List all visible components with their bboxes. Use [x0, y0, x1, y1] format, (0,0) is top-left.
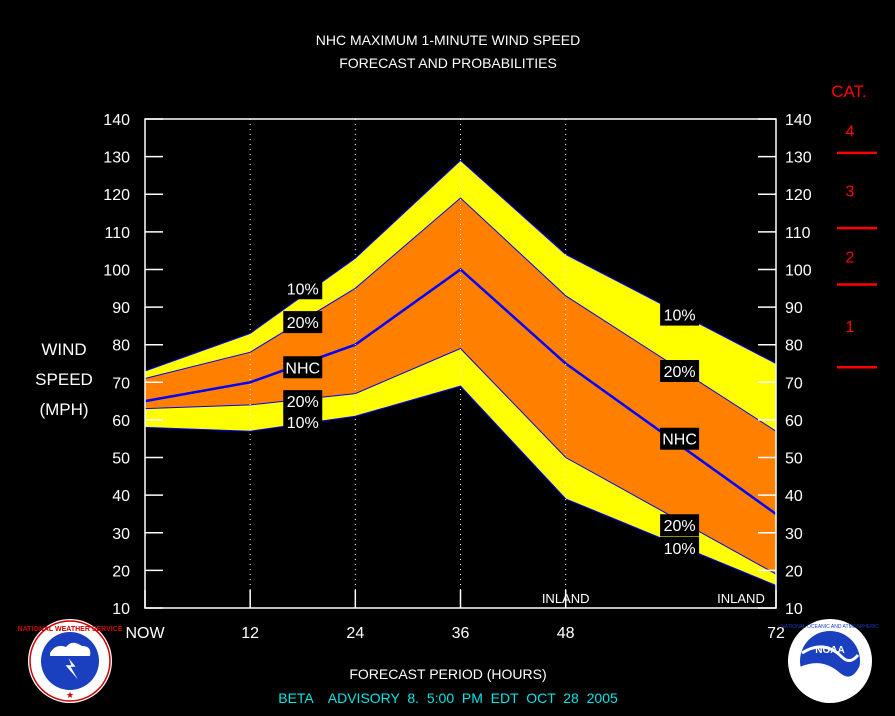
- y-tick-label-left: 90: [112, 300, 130, 317]
- category-label: 2: [846, 249, 855, 266]
- band-edge-lower20: [144, 347, 777, 575]
- y-tick-label-left: 100: [103, 262, 130, 279]
- y-tick-label-left: 10: [112, 601, 130, 618]
- band-label-bg: [283, 277, 323, 300]
- x-tick-label: 24: [346, 625, 364, 642]
- y-tick-label-left: 130: [103, 150, 130, 167]
- band-label-bg: [660, 360, 700, 383]
- y-tick-label-right: 100: [785, 262, 812, 279]
- x-tick-label: 36: [452, 625, 470, 642]
- band-label-bg: [660, 427, 700, 450]
- band-edge-upper10: [144, 159, 777, 372]
- inland-markers: INLAND INLAND: [542, 591, 765, 606]
- band-label-bg: [283, 311, 323, 334]
- x-tick-label: 72: [767, 625, 785, 642]
- band-label-bg: [660, 303, 700, 326]
- band-edge-upper20: [144, 197, 777, 432]
- band-label-text: 20%: [664, 518, 696, 535]
- y-axis-label-line3: (MPH): [39, 400, 88, 419]
- nhc-forecast-line: [144, 267, 777, 516]
- y-tick-label-right: 80: [785, 338, 803, 355]
- y-tick-label-left: 110: [104, 225, 130, 242]
- band-label-20pct: 20%: [283, 390, 323, 413]
- chart-title-line1: NHC MAXIMUM 1-MINUTE WIND SPEED: [316, 32, 580, 48]
- band-label-text: 20%: [287, 394, 319, 411]
- y-axis-label-line1: WIND: [41, 340, 86, 359]
- band-label-text: 20%: [287, 315, 319, 332]
- y-tick-label-right: 60: [785, 413, 803, 430]
- chart-title-line2: FORECAST AND PROBABILITIES: [339, 55, 557, 71]
- inland-label: INLAND: [542, 591, 590, 606]
- y-tick-label-right: 70: [785, 375, 803, 392]
- y-tick-label-left: 40: [112, 488, 130, 505]
- x-tick-label: 48: [557, 625, 575, 642]
- x-tick-label: 12: [241, 625, 259, 642]
- y-tick-label-left: 80: [112, 338, 130, 355]
- band-labels: 10% 20% NHC 20% 10% 10% 20% NHC 20% 10%: [283, 277, 700, 559]
- probability-bands: [144, 159, 777, 586]
- band-label-text: 10%: [287, 281, 319, 298]
- y-tick-label-right: 40: [785, 488, 803, 505]
- band-label-bg: [660, 514, 700, 537]
- nws-logo: NATIONAL WEATHER SERVICE ★: [18, 619, 123, 703]
- y-tick-label-left: 70: [112, 375, 130, 392]
- band-label-text: 10%: [664, 541, 696, 558]
- category-title: CAT.: [831, 82, 867, 101]
- nws-logo-text: NATIONAL WEATHER SERVICE: [18, 626, 123, 633]
- band-label-10pct: 10%: [660, 536, 700, 559]
- y-tick-label-right: 140: [785, 112, 812, 129]
- y-tick-label-left: 50: [112, 451, 130, 468]
- category-label: 4: [846, 123, 855, 140]
- y-tick-label-right: 10: [785, 601, 803, 618]
- band-label-10pct: 10%: [283, 410, 323, 433]
- y-tick-label-left: 60: [112, 413, 130, 430]
- band-label-text: 10%: [287, 415, 319, 432]
- band-label-text: 10%: [664, 308, 696, 325]
- y-tick-label-left: 20: [112, 563, 130, 580]
- y-tick-label-right: 130: [785, 150, 812, 167]
- axis-ticks: 10 10 20 20 30 30 40 40 50 50 60 60 70 70 80 80 90 90 100 1…: [103, 112, 812, 642]
- band-label-10pct: 10%: [283, 277, 323, 300]
- band-label-text: 20%: [664, 364, 696, 381]
- category-label: 1: [846, 319, 855, 336]
- noaa-ring-text: NATIONAL OCEANIC AND ATMOSPHERIC: [781, 624, 879, 630]
- band-label-bg: [283, 410, 323, 433]
- y-tick-label-right: 90: [785, 300, 803, 317]
- band-label-20pct: 20%: [283, 311, 323, 334]
- inland-label: INLAND: [717, 591, 765, 606]
- y-tick-label-right: 20: [785, 563, 803, 580]
- y-tick-label-right: 110: [785, 225, 811, 242]
- band-label-10pct: 10%: [660, 303, 700, 326]
- band-label-bg: [283, 356, 323, 379]
- band-label-text: NHC: [285, 360, 320, 377]
- svg-text:★: ★: [66, 690, 74, 700]
- band-edge-lower10: [144, 385, 777, 586]
- y-tick-label-right: 30: [785, 526, 803, 543]
- x-tick-label: NOW: [125, 625, 165, 642]
- band-label-text: NHC: [662, 432, 697, 449]
- noaa-logo: NOAA NATIONAL OCEANIC AND ATMOSPHERIC: [781, 619, 879, 703]
- band-label-NHC: NHC: [660, 427, 700, 450]
- y-tick-label-left: 30: [112, 526, 130, 543]
- advisory-footer: BETA ADVISORY 8. 5:00 PM EDT OCT 28 2005: [278, 690, 618, 706]
- y-tick-label-right: 120: [785, 187, 812, 204]
- y-tick-label-left: 120: [103, 187, 130, 204]
- noaa-logo-text: NOAA: [815, 645, 844, 656]
- band-label-20pct: 20%: [660, 514, 700, 537]
- category-scale: CAT. 1 2 3 4: [831, 82, 877, 369]
- band-label-20pct: 20%: [660, 360, 700, 383]
- band-label-NHC: NHC: [283, 356, 323, 379]
- category-label: 3: [846, 183, 855, 200]
- band-label-bg: [660, 536, 700, 559]
- y-axis-label-line2: SPEED: [35, 370, 93, 389]
- band-label-bg: [283, 390, 323, 413]
- y-tick-label-left: 140: [103, 112, 130, 129]
- band-20-percent: [145, 198, 776, 575]
- y-tick-label-right: 50: [785, 451, 803, 468]
- x-axis-label: FORECAST PERIOD (HOURS): [349, 666, 546, 682]
